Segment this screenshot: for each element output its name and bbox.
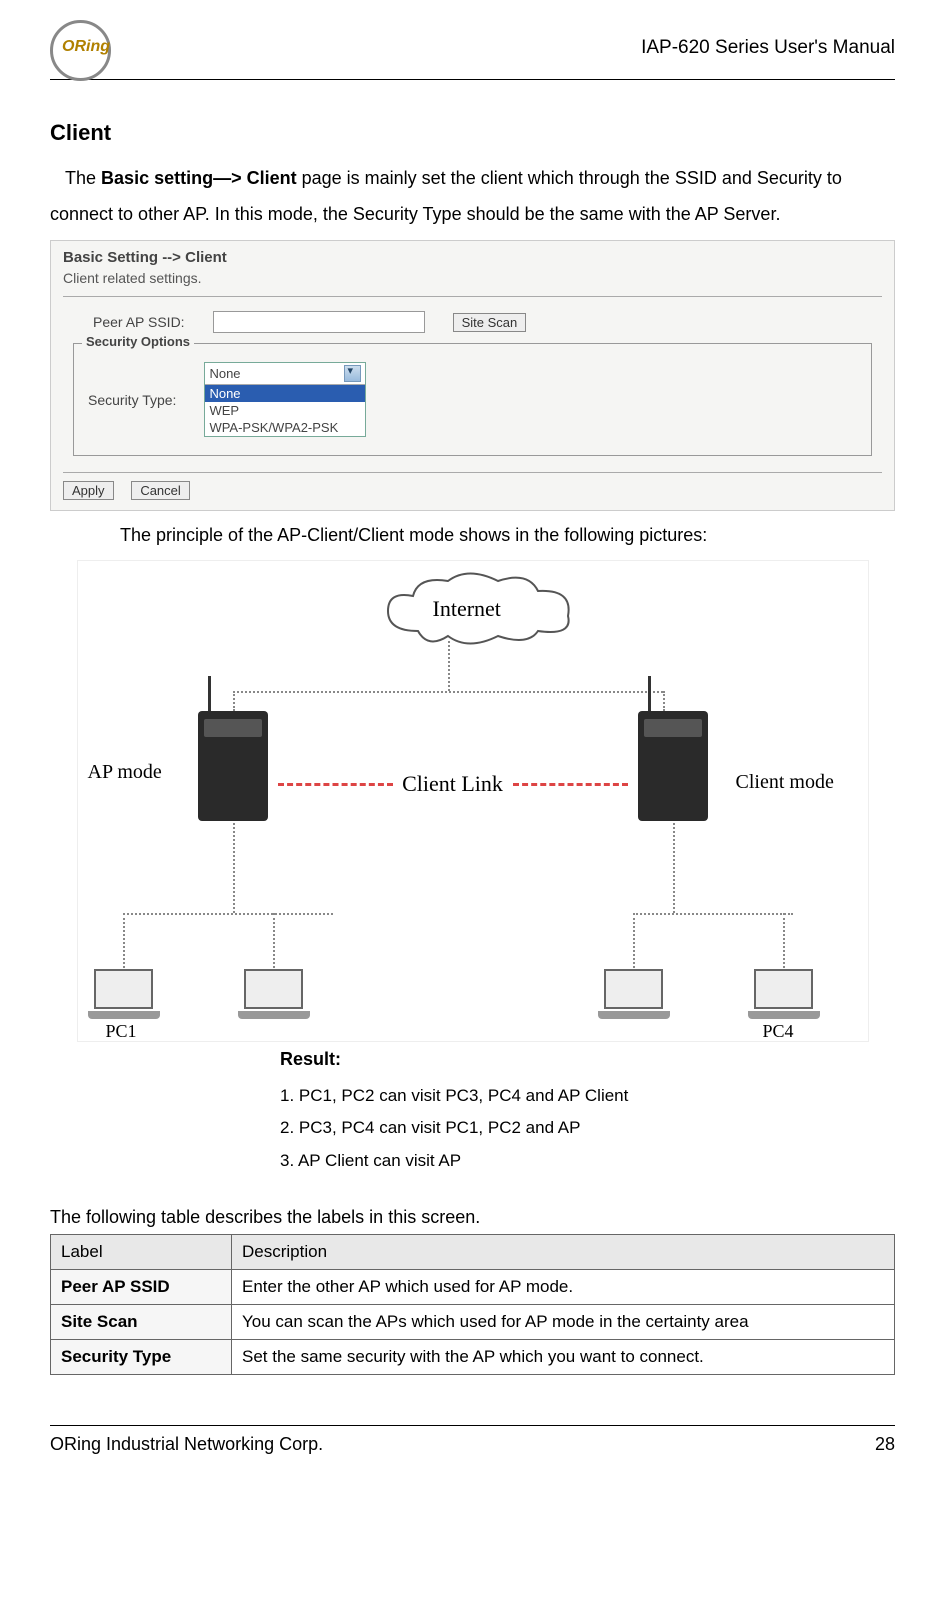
results-title: Result: bbox=[280, 1042, 895, 1076]
peer-ssid-label: Peer AP SSID: bbox=[93, 314, 185, 330]
select-option-wep[interactable]: WEP bbox=[205, 402, 365, 419]
ss-subtitle: Client related settings. bbox=[63, 270, 882, 297]
description-table: Label Description Peer AP SSID Enter the… bbox=[50, 1234, 895, 1375]
apply-button[interactable]: Apply bbox=[63, 481, 114, 500]
cloud-icon: Internet bbox=[378, 571, 578, 651]
footer-page-number: 28 bbox=[875, 1434, 895, 1455]
security-type-select[interactable]: None None WEP WPA-PSK/WPA2-PSK bbox=[204, 362, 366, 437]
client-mode-label: Client mode bbox=[736, 771, 834, 794]
select-option-none[interactable]: None bbox=[205, 385, 365, 402]
client-device-icon bbox=[638, 711, 708, 821]
bold-path: Basic setting—> Client bbox=[101, 168, 297, 188]
laptop-icon bbox=[238, 969, 310, 1021]
topology-diagram: Internet AP mode Client mode Client Link bbox=[77, 560, 869, 1042]
chevron-down-icon[interactable] bbox=[344, 365, 361, 382]
table-row: Security Type Set the same security with… bbox=[51, 1340, 895, 1375]
client-link-row: Client Link bbox=[288, 771, 618, 797]
laptop-icon bbox=[598, 969, 670, 1021]
site-scan-button[interactable]: Site Scan bbox=[453, 313, 527, 332]
result-line: 1. PC1, PC2 can visit PC3, PC4 and AP Cl… bbox=[280, 1080, 895, 1112]
select-dropdown: None WEP WPA-PSK/WPA2-PSK bbox=[205, 384, 365, 436]
page-footer: ORing Industrial Networking Corp. 28 bbox=[50, 1425, 895, 1455]
logo: ORing bbox=[50, 20, 130, 75]
section-title: Client bbox=[50, 120, 895, 146]
table-header-description: Description bbox=[232, 1235, 895, 1270]
client-link-label: Client Link bbox=[396, 771, 509, 796]
security-options-fieldset: Security Options Security Type: None Non… bbox=[73, 343, 872, 456]
pc1-label: PC1 bbox=[106, 1021, 137, 1042]
footer-company: ORing Industrial Networking Corp. bbox=[50, 1434, 323, 1455]
ap-device-icon bbox=[198, 711, 268, 821]
table-row: Site Scan You can scan the APs which use… bbox=[51, 1305, 895, 1340]
result-line: 3. AP Client can visit AP bbox=[280, 1145, 895, 1177]
ap-mode-label: AP mode bbox=[88, 761, 162, 784]
page-header: ORing IAP-620 Series User's Manual bbox=[50, 20, 895, 80]
intro-paragraph: The Basic setting—> Client page is mainl… bbox=[50, 160, 895, 232]
pc4-label: PC4 bbox=[763, 1021, 794, 1042]
peer-ssid-input[interactable] bbox=[213, 311, 425, 333]
internet-label: Internet bbox=[433, 596, 501, 622]
select-option-wpa[interactable]: WPA-PSK/WPA2-PSK bbox=[205, 419, 365, 436]
logo-text: ORing bbox=[62, 38, 110, 56]
principle-text: The principle of the AP-Client/Client mo… bbox=[120, 525, 895, 546]
security-type-label: Security Type: bbox=[88, 392, 176, 408]
results-block: Result: 1. PC1, PC2 can visit PC3, PC4 a… bbox=[280, 1042, 895, 1177]
security-legend: Security Options bbox=[82, 334, 194, 349]
settings-screenshot: Basic Setting --> Client Client related … bbox=[50, 240, 895, 511]
table-intro: The following table describes the labels… bbox=[50, 1207, 895, 1228]
result-line: 2. PC3, PC4 can visit PC1, PC2 and AP bbox=[280, 1112, 895, 1144]
laptop-icon bbox=[88, 969, 160, 1021]
table-header-label: Label bbox=[51, 1235, 232, 1270]
header-title: IAP-620 Series User's Manual bbox=[641, 37, 895, 59]
table-row: Peer AP SSID Enter the other AP which us… bbox=[51, 1270, 895, 1305]
select-current: None bbox=[209, 366, 240, 381]
cancel-button[interactable]: Cancel bbox=[131, 481, 189, 500]
laptop-icon bbox=[748, 969, 820, 1021]
ss-breadcrumb: Basic Setting --> Client bbox=[63, 249, 882, 266]
